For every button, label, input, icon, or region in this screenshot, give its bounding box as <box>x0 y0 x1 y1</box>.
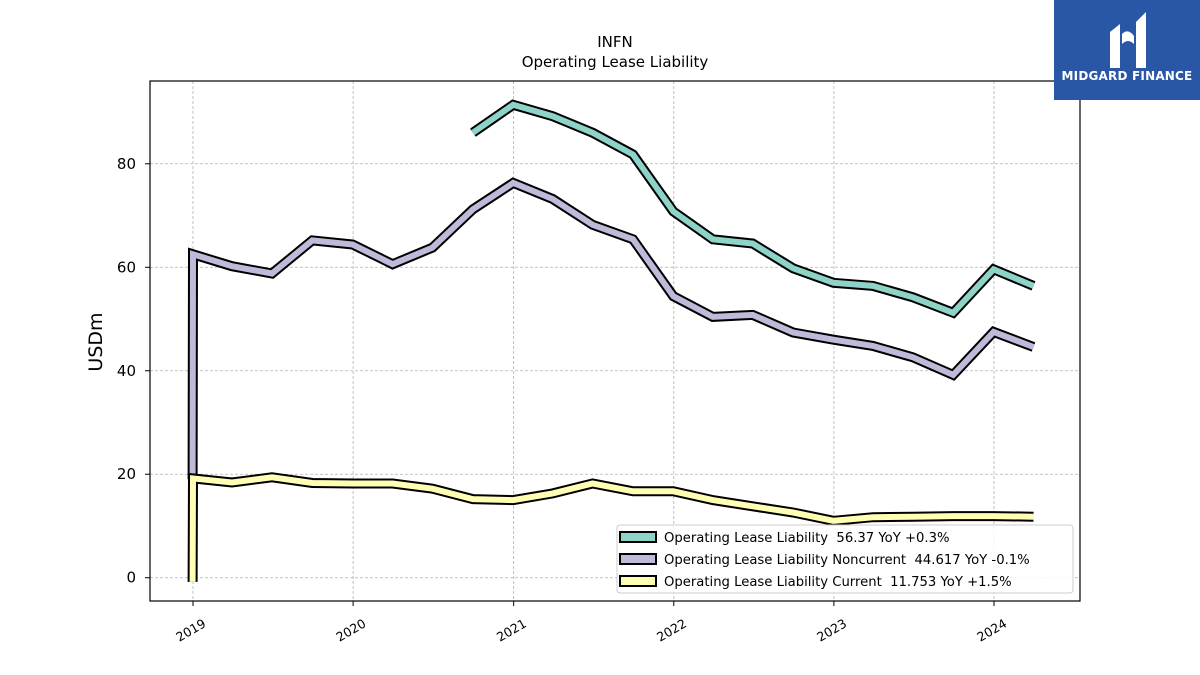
chart-title: INFN <box>597 33 633 51</box>
y-tick-label: 0 <box>126 569 136 587</box>
series-outline-0 <box>470 99 1036 319</box>
y-axis-label: USDm <box>85 312 107 371</box>
series-line-2 <box>189 474 1034 582</box>
y-ticks: 0 20 40 60 80 <box>117 155 150 587</box>
series-line-0 <box>471 101 1035 317</box>
brand-logo: MIDGARD FINANCE <box>1054 0 1200 100</box>
legend-swatch-0 <box>619 531 657 543</box>
legend-label-1: Operating Lease Liability Noncurrent 44.… <box>664 553 1030 568</box>
x-tick-label: 2021 <box>494 616 529 645</box>
y-tick-label: 20 <box>117 465 136 483</box>
legend-label-2: Operating Lease Liability Current 11.753… <box>664 575 1012 590</box>
legend-swatch-1 <box>619 553 657 565</box>
series-line-1 <box>189 179 1035 480</box>
y-tick-label: 60 <box>117 258 136 276</box>
legend-box <box>616 524 1074 594</box>
y-tick-label: 80 <box>117 155 136 173</box>
series-outline-1 <box>187 177 1036 480</box>
x-tick-label: 2019 <box>173 616 208 645</box>
x-tick-label: 2020 <box>333 616 368 645</box>
logo-mark-icon <box>1110 12 1146 68</box>
logo-text: MIDGARD FINANCE <box>1061 69 1193 83</box>
series-lines <box>187 99 1036 582</box>
legend: Operating Lease Liability 56.37 YoY +0.3… <box>616 524 1074 594</box>
chart-subtitle: Operating Lease Liability <box>522 53 709 71</box>
x-tick-label: 2022 <box>654 616 689 645</box>
y-tick-label: 40 <box>117 362 136 380</box>
x-tick-label: 2023 <box>814 616 849 645</box>
plot-frame <box>149 80 1081 602</box>
grid <box>150 81 1080 601</box>
legend-label-0: Operating Lease Liability 56.37 YoY +0.3… <box>664 531 950 546</box>
legend-swatch-2 <box>619 575 657 587</box>
x-ticks: 2019 2020 2021 2022 2023 2024 <box>173 601 1009 645</box>
x-tick-label: 2024 <box>974 616 1009 645</box>
